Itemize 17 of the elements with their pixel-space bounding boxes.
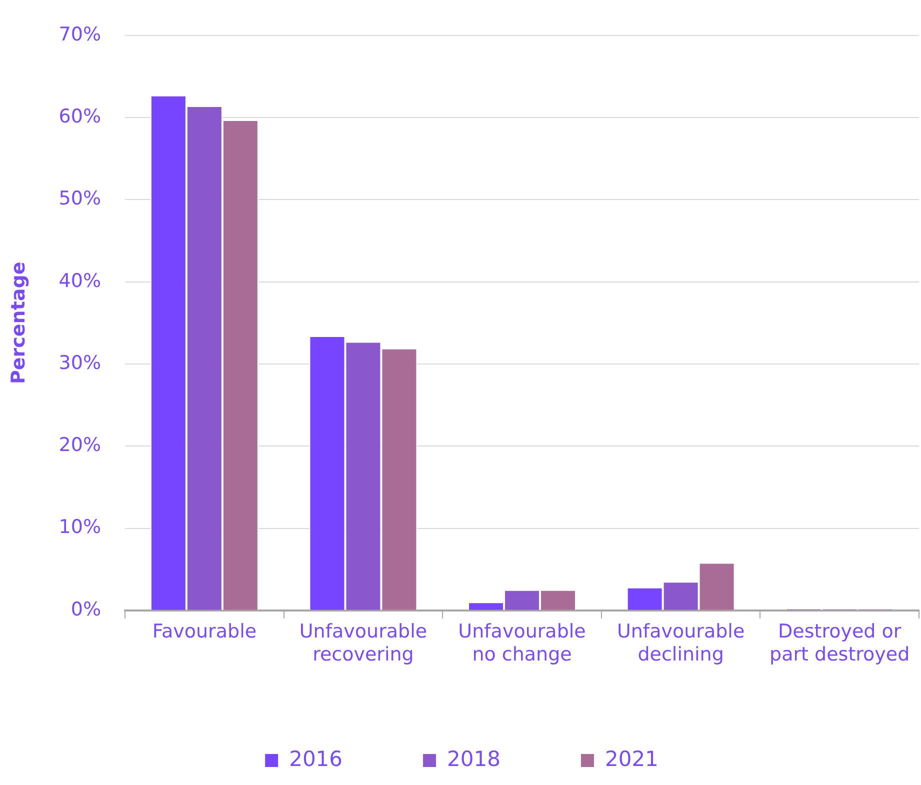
- y-tick-label: 70%: [58, 23, 102, 46]
- y-tick-label: 50%: [58, 188, 102, 210]
- x-tick-label: Unfavourable no change: [458, 620, 586, 666]
- y-tick-label: 10%: [58, 516, 102, 538]
- legend-label: 2018: [447, 746, 500, 771]
- x-tick-label: Unfavourable recovering: [299, 620, 428, 666]
- y-tick-label: 60%: [58, 105, 102, 128]
- y-tick-label: 20%: [58, 434, 102, 456]
- y-tick-label: 30%: [58, 352, 102, 374]
- y-axis-title: Percentage: [7, 262, 30, 384]
- x-tick-label: Unfavourable declining: [616, 620, 745, 666]
- x-tick-label: Destroyed or part destroyed: [770, 620, 910, 666]
- y-tick-label: 0%: [70, 598, 102, 620]
- legend-label: 2016: [289, 746, 343, 771]
- x-tick-label: Favourable: [152, 620, 257, 643]
- y-tick-label: 40%: [58, 270, 102, 292]
- legend-label: 2021: [604, 746, 658, 771]
